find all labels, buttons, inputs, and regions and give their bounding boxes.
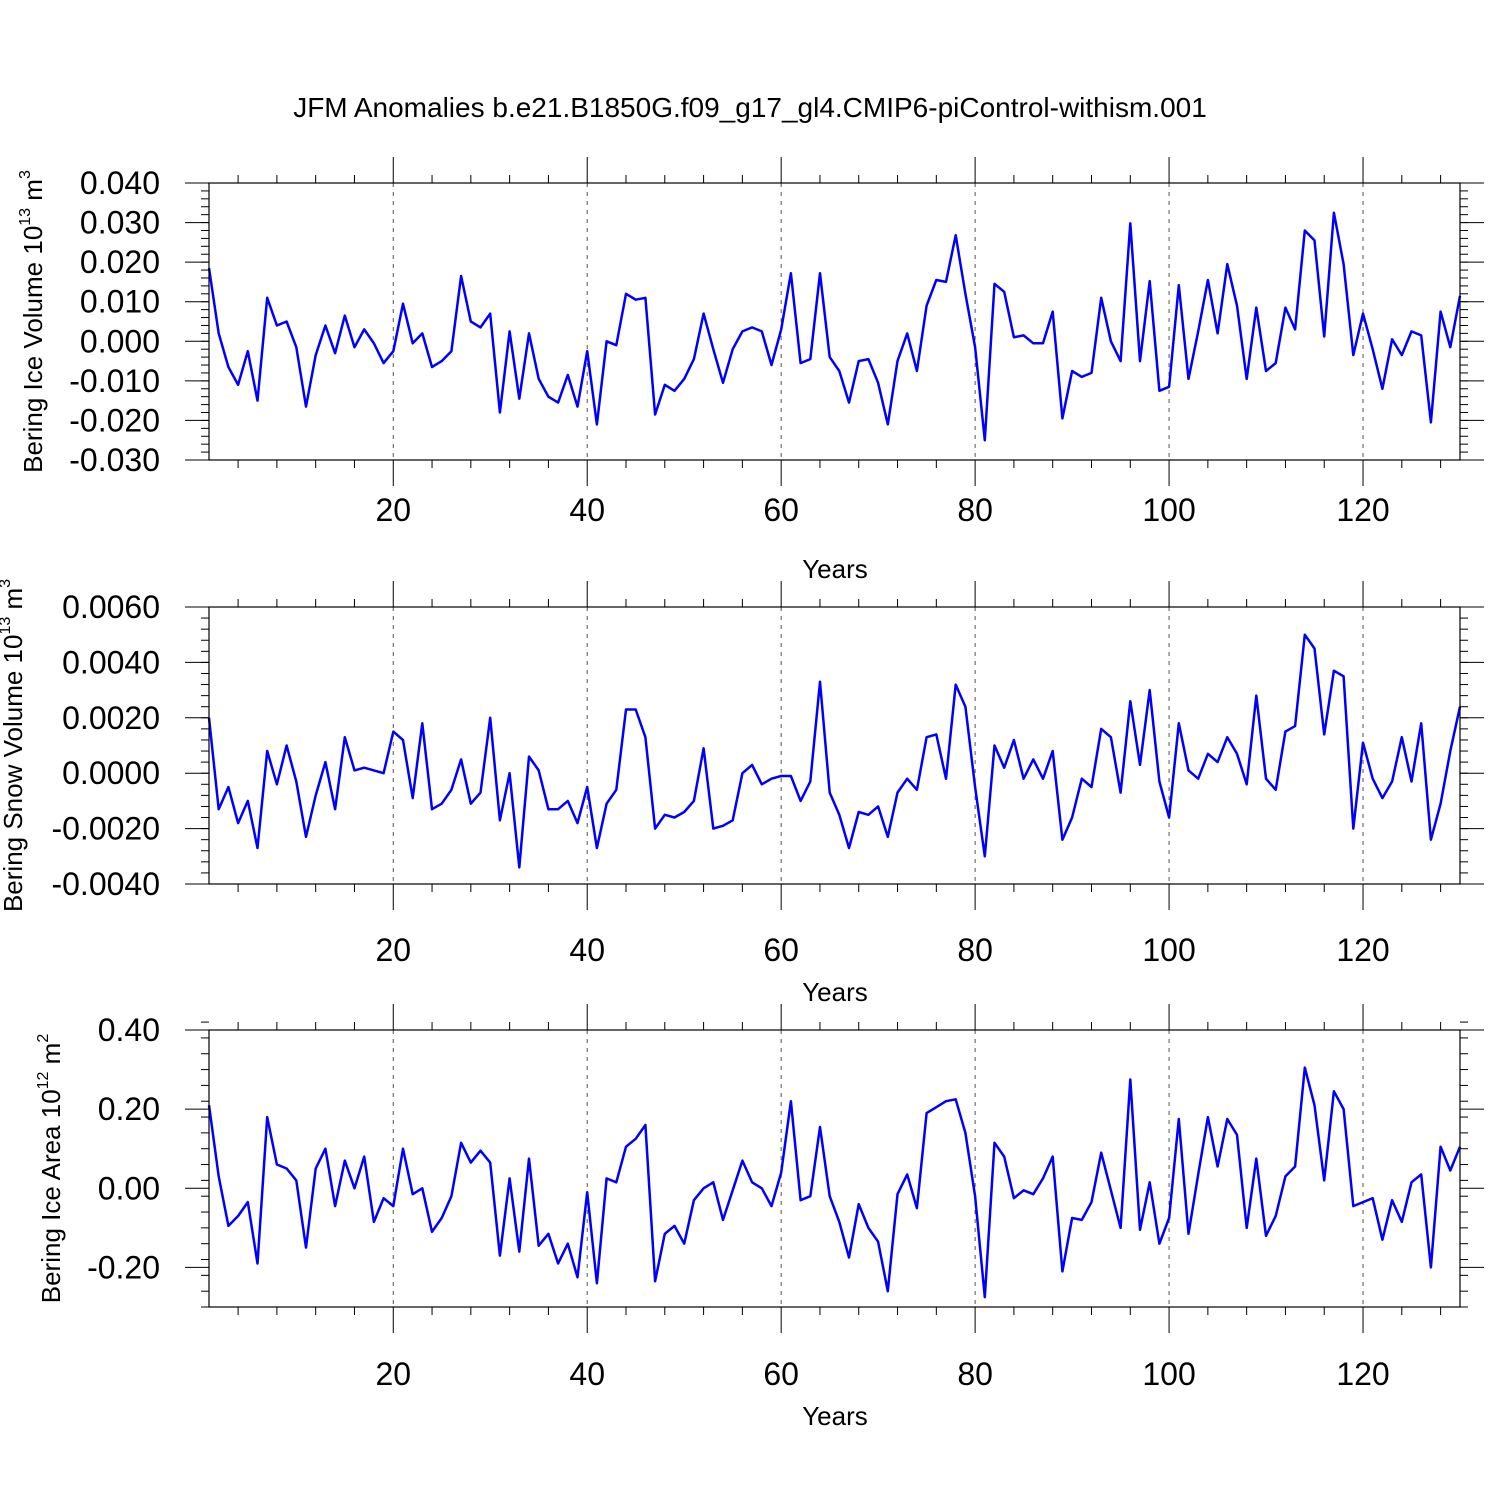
y-tick-label: 0.20 [98, 1091, 160, 1127]
y-axis-title: Bering Ice Area 1012 m2 [35, 1034, 66, 1304]
x-tick-label: 60 [763, 1356, 799, 1392]
y-tick-label: 0.0060 [62, 589, 160, 625]
x-tick-label: 100 [1142, 932, 1195, 968]
plot-frame [208, 182, 1461, 461]
y-tick-label: -0.20 [87, 1249, 160, 1285]
y-axis-title-exponent: 13 [17, 208, 34, 226]
y-axis-title-part: Bering Ice Area 10 [36, 1089, 66, 1303]
y-tick-label: 0.010 [80, 284, 160, 320]
y-tick-label: -0.0040 [51, 866, 160, 902]
y-axis-title-part: m [18, 179, 48, 208]
x-tick-label: 40 [569, 1356, 605, 1392]
y-axis-title-exponent: 12 [35, 1071, 52, 1089]
y-axis-title-part: Bering Ice Volume 10 [18, 226, 48, 473]
x-axis-title: Years [802, 554, 868, 584]
x-tick-label: 80 [957, 932, 993, 968]
y-tick-label: 0.040 [80, 165, 160, 201]
x-tick-label: 120 [1336, 1356, 1389, 1392]
plot-frame [208, 1029, 1461, 1308]
y-axis-title-exponent: 13 [0, 617, 14, 635]
x-tick-label: 60 [763, 492, 799, 528]
y-tick-label: 0.00 [98, 1170, 160, 1206]
y-axis-title: Bering Ice Volume 1013 m3 [17, 170, 48, 473]
x-tick-label: 20 [375, 932, 411, 968]
x-tick-label: 60 [763, 932, 799, 968]
y-tick-label: 0.000 [80, 323, 160, 359]
y-tick-label: -0.010 [69, 363, 160, 399]
chart-title: JFM Anomalies b.e21.B1850G.f09_g17_gl4.C… [293, 92, 1207, 123]
x-tick-label: 80 [957, 1356, 993, 1392]
data-series-line [207, 1066, 1462, 1299]
x-tick-label: 20 [375, 1356, 411, 1392]
y-tick-label: 0.40 [98, 1012, 160, 1048]
y-tick-label: 0.0040 [62, 644, 160, 680]
y-axis-title-exponent: 2 [35, 1034, 52, 1043]
x-tick-label: 40 [569, 492, 605, 528]
plot-frame [208, 606, 1461, 885]
y-tick-label: -0.030 [69, 442, 160, 478]
y-axis-title-exponent: 3 [0, 579, 14, 588]
y-axis-title-part: m [0, 588, 28, 617]
y-tick-label: 0.0000 [62, 755, 160, 791]
x-tick-label: 100 [1142, 492, 1195, 528]
y-tick-label: 0.030 [80, 205, 160, 241]
y-axis-title-part: Bering Snow Volume 10 [0, 635, 28, 913]
x-tick-label: 120 [1336, 932, 1389, 968]
y-tick-label: -0.020 [69, 402, 160, 438]
x-tick-label: 20 [375, 492, 411, 528]
x-tick-label: 120 [1336, 492, 1389, 528]
x-tick-label: 40 [569, 932, 605, 968]
x-tick-label: 100 [1142, 1356, 1195, 1392]
panel-2: -0.0040 -0.0020 0.0000 0.0020 0.0040 0.0060 20… [0, 579, 1484, 1007]
y-axis-title-exponent: 3 [17, 170, 34, 179]
x-tick-label: 80 [957, 492, 993, 528]
y-axis-title-part: m [36, 1043, 66, 1072]
data-series-line [207, 211, 1462, 442]
data-series-line [207, 633, 1462, 869]
x-axis-title: Years [802, 1401, 868, 1431]
y-tick-label: -0.0020 [51, 811, 160, 847]
y-tick-label: 0.0020 [62, 700, 160, 736]
panel-3: -0.20 0.00 0.20 0.40 20 40 60 80 100 120 Years Beri… [35, 1004, 1484, 1431]
y-axis-title: Bering Snow Volume 1013 m3 [0, 579, 28, 912]
x-axis-title: Years [802, 977, 868, 1007]
y-tick-label: 0.020 [80, 244, 160, 280]
